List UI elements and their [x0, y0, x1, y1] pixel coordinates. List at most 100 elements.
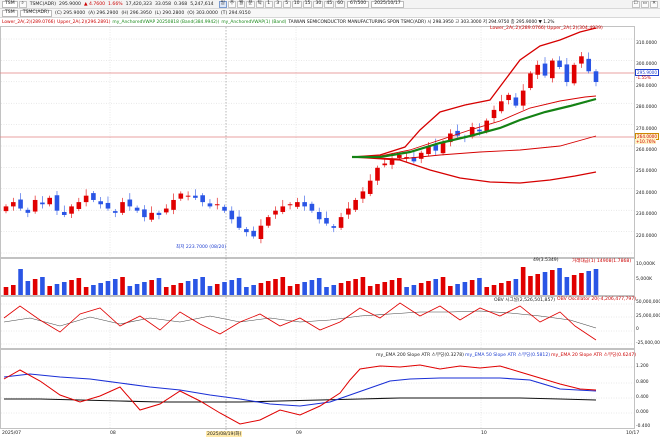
candle-body — [171, 199, 176, 210]
volume-bar — [236, 278, 242, 295]
period-button-9[interactable]: 15 — [302, 0, 313, 8]
volume-bar — [251, 285, 256, 295]
candle-body — [47, 197, 53, 205]
candle-body — [10, 202, 16, 207]
volume-bar — [528, 276, 533, 295]
date-axis-label: 09 — [296, 431, 302, 436]
date-field[interactable]: 2025/10/17 — [371, 0, 404, 8]
period-button-11[interactable]: 45 — [324, 0, 335, 8]
indicator-legend: Lower_2A(.2)(289.0766) Upper_2A(.2)(296.… — [0, 18, 660, 26]
candle-body — [331, 226, 337, 228]
volume-bar — [83, 287, 89, 295]
candle-body — [324, 217, 329, 224]
low-annotation: 최저 223.7000 (08/20) — [176, 245, 227, 250]
volume-bar — [10, 285, 16, 295]
period-button-4[interactable]: 틱 — [255, 0, 264, 8]
ema50-label: my_EMA 50 Slope ATR 스무딩(0.5812) — [465, 353, 551, 358]
panel-frame — [0, 349, 635, 429]
legend-env-lower[interactable]: Lower_2A(.2)(289.0766) — [2, 19, 56, 25]
volume-bar — [91, 285, 96, 295]
candle-body — [142, 209, 147, 218]
volume-bar — [193, 279, 198, 295]
candle-body — [229, 210, 235, 220]
price-axis-label: 300.0000 — [636, 62, 657, 68]
candle-body — [18, 199, 23, 209]
candle-body — [316, 211, 322, 220]
price-axis-label: 240.0000 — [636, 190, 657, 196]
ema-axis-label: 0.400 — [636, 395, 649, 400]
candle-body — [207, 203, 213, 207]
period-button-6[interactable]: 3 — [273, 0, 282, 8]
count-field[interactable]: 67/500 — [347, 0, 370, 8]
volume-label-left: 49(3.5349) — [533, 258, 559, 263]
volume-bar — [98, 283, 103, 295]
volume-bar — [32, 279, 38, 295]
candle-body — [76, 202, 82, 209]
volume-bar — [185, 281, 191, 295]
volume-bar — [506, 281, 511, 295]
candle-body — [302, 202, 307, 207]
volume-bar — [163, 287, 169, 295]
period-button-2[interactable]: 월 — [237, 0, 246, 8]
symbol-search-icon[interactable]: ⌕ — [18, 0, 27, 8]
last-price-pct: -1.55% — [636, 75, 651, 80]
candle-body — [258, 225, 264, 239]
volume-bar — [25, 281, 31, 295]
candle-body — [338, 217, 344, 228]
legend-title-sub: Lower_2A(.2)(289.0766) Upper_2A(.2)(304.… — [490, 26, 603, 31]
symbol-code-field[interactable]: TSM — [2, 9, 18, 17]
volume-bar — [309, 280, 315, 295]
candle-body — [244, 229, 249, 233]
maximize-icon[interactable]: ☐ — [631, 0, 640, 8]
close-icon[interactable]: ✕ — [650, 0, 658, 8]
volume-bar — [134, 284, 140, 295]
restore-icon[interactable]: ▭ — [640, 0, 649, 8]
candle-body — [469, 127, 475, 137]
volume-bar — [389, 280, 395, 295]
symbol-fullname-field[interactable]: TSMC(ADR) — [19, 9, 53, 17]
candle-body — [273, 210, 278, 215]
legend-avwap[interactable]: my_AnchoredVWAP 20250818 (Band(384.9942)… — [112, 19, 220, 25]
legend-env-upper[interactable]: Upper_2A(.2)(296.2891) — [57, 19, 111, 25]
candle-body — [32, 199, 38, 212]
candle-body — [83, 195, 89, 203]
ema50-slope-line — [3, 373, 597, 407]
period-button-3[interactable]: 분 — [246, 0, 255, 8]
candle-body — [280, 206, 286, 212]
price-overlays — [351, 27, 597, 184]
symbol-input[interactable]: TSM — [2, 0, 18, 8]
period-button-8[interactable]: 10 — [291, 0, 302, 8]
candle-body — [571, 64, 577, 84]
period-buttons: 일 주 월 분 틱 1 3 5 10 15 30 45 60 — [218, 0, 346, 8]
candle-body — [455, 130, 460, 136]
volume-bar — [3, 287, 9, 295]
volume-axis-top: 10,000K — [636, 262, 656, 267]
stock-chart[interactable] — [0, 26, 660, 439]
candle-body — [375, 167, 380, 181]
candle-body — [491, 109, 497, 119]
ema20-label: my_EMA 20 Slope ATR 스무딩(0.6247) — [551, 353, 637, 358]
price-axis-label: 280.0000 — [636, 105, 657, 111]
period-button-0[interactable]: 일 — [218, 0, 227, 8]
candle-body — [120, 202, 125, 213]
period-button-1[interactable]: 주 — [227, 0, 237, 8]
candle-body — [528, 73, 533, 89]
volume-bar — [207, 286, 213, 295]
price-axis-label: 270.0000 — [636, 126, 657, 132]
ema-axis-label: -0.400 — [636, 424, 651, 429]
candle-body — [54, 195, 60, 211]
candle-body — [557, 60, 562, 68]
candle-body — [353, 199, 358, 210]
volume-bar — [440, 277, 446, 295]
ohlc-value: (H) 296.3950 — [121, 10, 152, 16]
period-button-12[interactable]: 60 — [335, 0, 346, 8]
volume-bar — [549, 270, 555, 295]
panel-frame — [0, 26, 635, 258]
period-button-7[interactable]: 5 — [282, 0, 291, 8]
period-button-10[interactable]: 30 — [313, 0, 324, 8]
legend-avwap-detail[interactable]: my_AnchoredVWAP(1) (Band) — [221, 19, 287, 25]
candle-body — [149, 212, 154, 220]
candle-body — [346, 208, 351, 215]
period-button-5[interactable]: 1 — [264, 0, 273, 8]
volume-bar — [331, 285, 337, 295]
